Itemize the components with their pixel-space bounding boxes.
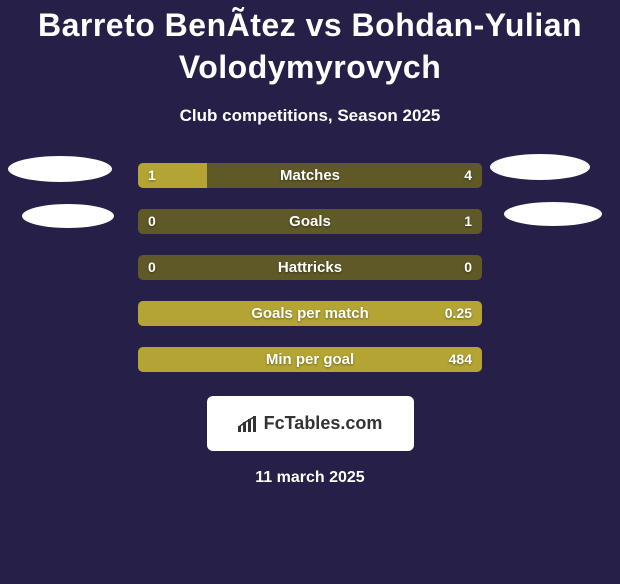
stat-value-right: 1 (464, 209, 472, 234)
stat-value-left: 0 (148, 209, 156, 234)
stat-value-right: 4 (464, 163, 472, 188)
stat-label: Hattricks (138, 255, 482, 280)
stat-row: Matches14 (0, 152, 620, 198)
decorative-oval (8, 156, 112, 182)
stat-row: Hattricks0 0 (0, 244, 620, 290)
stat-value-right: 484 (449, 347, 472, 372)
stat-bar-right-fill (138, 209, 482, 234)
bar-chart-icon (238, 416, 258, 432)
stat-bar-track: Matches14 (138, 163, 482, 188)
stat-bar-right-fill (207, 163, 482, 188)
decorative-oval (22, 204, 114, 228)
stat-value-right: 0.25 (445, 301, 472, 326)
stat-value-left: 0 (148, 255, 156, 280)
decorative-oval (490, 154, 590, 180)
stat-bar-left-fill (138, 347, 482, 372)
stat-row: Min per goal484 (0, 336, 620, 382)
page-title: Barreto BenÃtez vs Bohdan-Yulian Volodym… (0, 4, 620, 88)
decorative-oval (504, 202, 602, 226)
stat-row: Goals01 (0, 198, 620, 244)
stat-value-right: 0 (464, 255, 472, 280)
subtitle: Club competitions, Season 2025 (0, 106, 620, 126)
date-text: 11 march 2025 (0, 469, 620, 487)
stats-bars-area: Matches14Goals01Hattricks00Goals per mat… (0, 152, 620, 382)
logo-text: FcTables.com (264, 413, 383, 434)
stat-bar-track: Goals01 (138, 209, 482, 234)
fctables-logo: FcTables.com (207, 396, 414, 451)
stat-value-left: 1 (148, 163, 156, 188)
stat-bar-left-fill (138, 301, 482, 326)
stat-row: Goals per match0.25 (0, 290, 620, 336)
stat-bar-track: Min per goal484 (138, 347, 482, 372)
stat-bar-track: Hattricks0 0 (138, 255, 482, 280)
stat-bar-track: Goals per match0.25 (138, 301, 482, 326)
